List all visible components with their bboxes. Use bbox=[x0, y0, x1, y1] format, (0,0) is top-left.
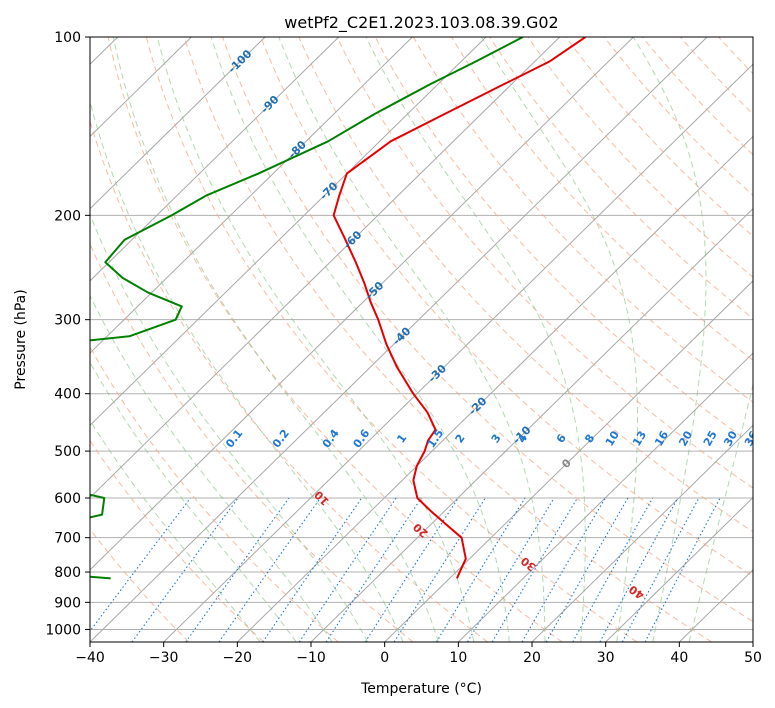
x-tick-label: 50 bbox=[744, 650, 762, 666]
isotherm-line bbox=[90, 37, 266, 210]
moist-adiabat-line bbox=[365, 37, 586, 642]
dry-adiabat-line bbox=[90, 242, 414, 642]
y-tick-label: 600 bbox=[54, 491, 81, 507]
isotherm-line bbox=[384, 280, 753, 642]
x-axis-title: Temperature (°C) bbox=[360, 681, 482, 697]
moist-adiabat-line bbox=[210, 37, 510, 642]
y-tick-label: 1000 bbox=[45, 622, 81, 638]
y-tick-label: 700 bbox=[54, 531, 81, 547]
mixing-ratio-line bbox=[599, 497, 679, 642]
y-tick-label: 900 bbox=[54, 595, 81, 611]
dry-adiabat-line bbox=[374, 37, 753, 446]
dry-adiabat-line bbox=[90, 119, 488, 642]
mixing-ratio-line bbox=[393, 497, 486, 642]
x-tick-label: 20 bbox=[523, 650, 541, 666]
moist-adiabat-line bbox=[90, 212, 369, 642]
mixing-ratio-line bbox=[325, 497, 422, 642]
dry-adiabat-line bbox=[107, 37, 563, 642]
moist-adiabat-line bbox=[90, 361, 297, 642]
mixing-ratio-line bbox=[467, 497, 555, 642]
moist-adiabat-line bbox=[688, 382, 753, 642]
x-tick-label: 10 bbox=[449, 650, 467, 666]
dry-adiabat-line bbox=[298, 37, 753, 533]
profiles bbox=[90, 37, 587, 580]
mixing-ratio-line bbox=[131, 497, 239, 642]
mixing-ratio-line bbox=[298, 497, 397, 642]
isotherm-line bbox=[163, 63, 753, 642]
isotherm-line bbox=[457, 352, 753, 642]
mixing-ratio-label: 36 bbox=[742, 428, 761, 448]
moist-adiabat-line bbox=[632, 37, 707, 642]
x-tick-label: 30 bbox=[597, 650, 615, 666]
x-tick-label: −10 bbox=[296, 650, 326, 666]
moist-adiabat-line bbox=[278, 37, 546, 642]
y-tick-label: 400 bbox=[54, 387, 81, 403]
moist-adiabat-line bbox=[481, 37, 638, 642]
y-axis-title: Pressure (hPa) bbox=[13, 289, 29, 389]
y-tick-label: 500 bbox=[54, 444, 81, 460]
moist-adiabat-line bbox=[90, 99, 404, 642]
dry-adiabat-line bbox=[90, 439, 264, 642]
x-tick-label: −30 bbox=[149, 650, 179, 666]
moist-adiabat-line bbox=[90, 419, 261, 642]
dewpoint-line bbox=[90, 37, 524, 580]
isotherm-line bbox=[236, 135, 753, 642]
mixing-ratio-line bbox=[644, 497, 721, 642]
x-tick-label: −40 bbox=[75, 650, 105, 666]
y-tick-label: 200 bbox=[54, 208, 81, 224]
x-tick-label: 40 bbox=[670, 650, 688, 666]
dry-adiabat-line bbox=[145, 37, 638, 642]
dry-adiabat-line bbox=[90, 345, 339, 642]
y-tick-label: 800 bbox=[54, 565, 81, 581]
moist-adiabat-line bbox=[90, 294, 333, 642]
dry-adiabat-line bbox=[489, 37, 753, 320]
mixing-ratio-line bbox=[435, 497, 526, 642]
mixing-ratio-line bbox=[185, 497, 290, 642]
axes: −40 −30 −20 −10 0 10 20 30 40 50 100 200 300 400 500 60… bbox=[45, 30, 762, 666]
mixing-ratio-line bbox=[621, 497, 700, 642]
y-tick-label: 300 bbox=[54, 313, 81, 329]
moist-adiabat-line bbox=[112, 37, 439, 642]
plot-frame bbox=[89, 36, 754, 643]
dry-adiabat-line bbox=[222, 37, 753, 623]
x-tick-label: −20 bbox=[223, 650, 253, 666]
dry-adiabat-line bbox=[336, 37, 753, 489]
dry-adiabat-line bbox=[451, 37, 753, 361]
dry-adiabat-line bbox=[412, 37, 753, 403]
chart-title: wetPf2_C2E1.2023.103.08.39.G02 bbox=[284, 13, 558, 33]
temperature-line bbox=[332, 37, 587, 579]
isotherm-line bbox=[310, 207, 753, 642]
isotherm-line bbox=[90, 37, 708, 642]
isotherm-line bbox=[90, 37, 487, 427]
y-tick-label: 100 bbox=[54, 30, 81, 46]
isotherm-line bbox=[90, 37, 634, 571]
moist-adiabat-line bbox=[156, 37, 475, 642]
x-tick-label: 0 bbox=[380, 650, 389, 666]
isotherm-line bbox=[90, 37, 561, 499]
dry-adiabat-line bbox=[260, 37, 753, 577]
isotherm-line bbox=[531, 424, 753, 642]
isotherm-line bbox=[90, 37, 340, 282]
background-lines bbox=[90, 37, 753, 642]
dry-adiabat-line bbox=[183, 37, 712, 642]
isotherm-line bbox=[605, 496, 753, 642]
